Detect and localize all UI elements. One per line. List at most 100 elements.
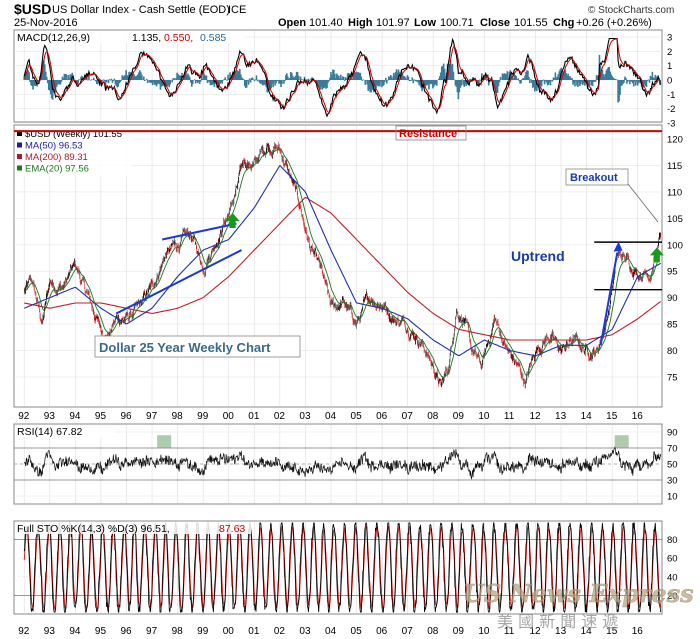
chg-value: +0.26 (+0.26%) — [576, 17, 652, 29]
year-label: 14 — [581, 411, 593, 422]
macd-value-1: 1.135, — [132, 32, 161, 44]
price-tick: 100 — [667, 240, 683, 251]
legend-swatch — [17, 142, 22, 148]
legend-swatch — [17, 131, 22, 136]
year-label: 11 — [504, 411, 515, 422]
year-label-bottom: 04 — [325, 626, 337, 637]
year-label-bottom: 96 — [120, 626, 132, 637]
year-label-bottom: 12 — [529, 626, 541, 637]
sto-label: Full STO %K(14,3) %D(3) 96.51, — [17, 523, 170, 535]
price-tick: 115 — [667, 161, 682, 172]
year-label-bottom: 01 — [248, 626, 260, 637]
price-tick: 105 — [667, 214, 683, 225]
year-label: 16 — [632, 411, 644, 422]
price-tick: 95 — [667, 267, 678, 278]
sto-legend: Full STO %K(14,3) %D(3) 96.51, 87.63 — [15, 522, 251, 535]
year-label: 13 — [555, 411, 567, 422]
year-label-bottom: 07 — [402, 626, 414, 637]
sto-tick: 20 — [667, 591, 678, 602]
ma200-line — [24, 197, 662, 341]
exchange: ICE — [228, 4, 246, 16]
year-label: 98 — [172, 411, 184, 422]
high-value: 101.97 — [376, 17, 410, 29]
symbol: $USD — [14, 1, 51, 17]
macd-tick: -1 — [667, 90, 675, 101]
year-label: 00 — [223, 411, 235, 422]
year-label: 03 — [299, 411, 311, 422]
macd-legend: MACD(12,26,9) 1.135, 0.550, 0.585 — [15, 31, 245, 44]
uptrend-label: Uptrend — [511, 248, 565, 264]
year-label: 02 — [274, 411, 286, 422]
year-label: 93 — [44, 411, 56, 422]
year-label-bottom: 10 — [478, 626, 490, 637]
rsi-tick: 70 — [667, 444, 678, 455]
legend-entry: EMA(20) 97.56 — [25, 164, 89, 175]
rsi-tick: 90 — [667, 428, 678, 439]
watermark-line-1: US News Express — [463, 579, 694, 608]
sto-tick: 40 — [667, 572, 678, 583]
low-label: Low — [414, 17, 436, 29]
rsi-tick: 50 — [667, 460, 678, 471]
uptrend-arrow-shaft — [599, 252, 619, 346]
year-label: 07 — [402, 411, 414, 422]
price-series-layer — [23, 141, 664, 389]
year-label: 95 — [95, 411, 107, 422]
year-label-bottom: 11 — [504, 626, 515, 637]
year-axis: 92 92 93 93 94 94 95 95 96 96 97 97 98 98 99 99 00 00 01 01… — [18, 411, 643, 637]
legend-swatch — [17, 154, 22, 159]
price-tick: 85 — [667, 320, 678, 331]
close-label: Close — [480, 17, 510, 29]
year-label-bottom: 13 — [555, 626, 567, 637]
macd-value-3: 0.585 — [200, 32, 226, 44]
trendline-upper — [162, 222, 237, 241]
year-label-bottom: 93 — [44, 626, 56, 637]
ma50-line — [23, 164, 661, 357]
year-label: 15 — [606, 411, 618, 422]
year-label-bottom: 97 — [146, 626, 158, 637]
year-label: 06 — [376, 411, 388, 422]
year-label: 94 — [69, 411, 81, 422]
year-label-bottom: 03 — [299, 626, 311, 637]
high-label: High — [348, 17, 373, 29]
year-label-bottom: 08 — [427, 626, 439, 637]
breakout-arrow-2000 — [225, 213, 240, 229]
low-value: 100.71 — [440, 17, 474, 29]
macd-tick: 3 — [667, 33, 672, 44]
legend-entry: MA(50) 96.53 — [25, 141, 83, 152]
credit: © StockCharts.com — [588, 5, 674, 16]
year-label-bottom: 00 — [223, 626, 235, 637]
y-tick-labels: 3210-1-2-3120115110105100959085807590705… — [667, 33, 683, 602]
year-label: 04 — [325, 411, 337, 422]
rsi-line — [23, 446, 662, 480]
title-box-text: Dollar 25 Year Weekly Chart — [99, 340, 271, 355]
instrument-name: US Dollar Index - Cash Settle (EOD) — [52, 4, 230, 16]
rsi-tick: 10 — [667, 492, 678, 503]
breakout-label-box — [565, 168, 629, 186]
breakout-arrow-2016 — [649, 247, 664, 263]
macd-series-layer — [23, 37, 662, 118]
watermark-line-2: 美 國 新 聞 速 遞 — [497, 612, 618, 631]
year-label-bottom: 98 — [172, 626, 184, 637]
legend-swatch — [17, 165, 22, 171]
year-label-bottom: 06 — [376, 626, 388, 637]
legend-entry: MA(200) 89.31 — [25, 152, 88, 163]
trendline-lower — [115, 249, 242, 315]
year-label: 96 — [120, 411, 132, 422]
open-value: 101.40 — [309, 17, 343, 29]
price-tick: 120 — [667, 135, 683, 146]
macd-tick: -3 — [667, 118, 675, 129]
grid-layer — [14, 31, 662, 613]
sto-d-value: 87.63 — [219, 523, 245, 535]
year-label-bottom: 05 — [351, 626, 363, 637]
price-tick: 75 — [667, 373, 678, 384]
year-label-bottom: 09 — [453, 626, 465, 637]
title-box — [94, 335, 301, 358]
year-label: 05 — [351, 411, 363, 422]
rsi-overbought-zone — [614, 435, 629, 448]
macd-tick: 1 — [667, 61, 672, 72]
price-tick: 80 — [667, 346, 678, 357]
macd-tick: 2 — [667, 47, 672, 58]
